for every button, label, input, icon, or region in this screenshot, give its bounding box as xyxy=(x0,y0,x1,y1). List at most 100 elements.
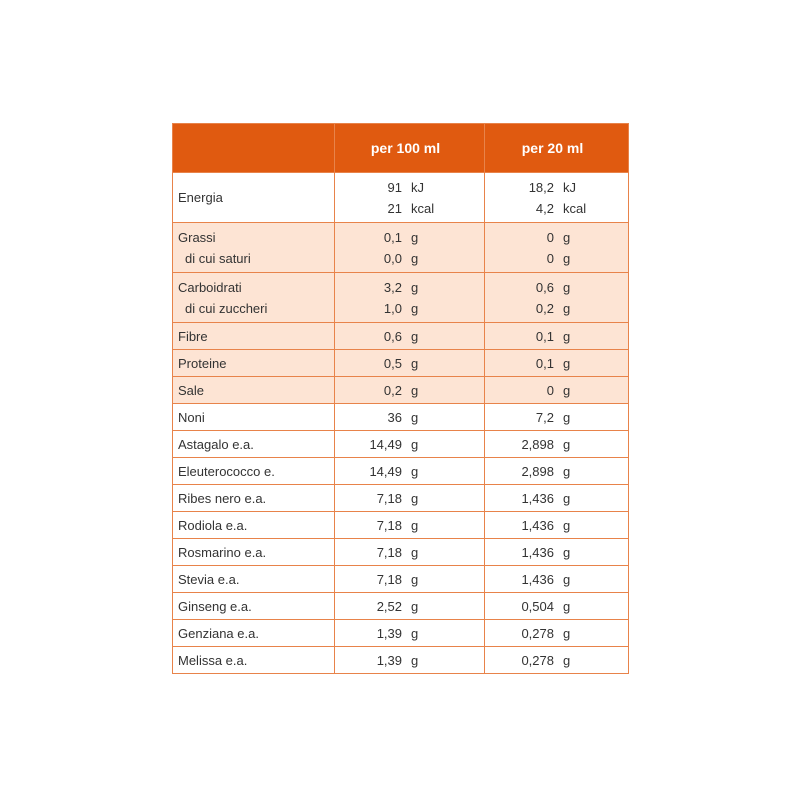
row-label: di cui zuccheri xyxy=(185,300,268,316)
row-label: Rodiola e.a. xyxy=(178,517,248,533)
value-line: 0,1 g xyxy=(485,353,628,374)
value-line: 3,2 g xyxy=(335,277,484,298)
label-cell: Melissa e.a. xyxy=(173,647,334,673)
value-line: 21 kcal xyxy=(335,198,484,219)
value-line: 1,436 g xyxy=(485,488,628,509)
value: 0,6 xyxy=(535,279,554,295)
unit: g xyxy=(563,355,571,371)
value-cell: 7,18 g xyxy=(334,539,484,565)
row-label: Astagalo e.a. xyxy=(178,436,254,452)
value-cell: 0,1 g 0,0 g xyxy=(334,223,484,272)
value: 0,0 xyxy=(383,250,402,266)
label-cell: Energia xyxy=(173,173,334,222)
value-cell: 36 g xyxy=(334,404,484,430)
table-row: Sale 0,2 g 0 g xyxy=(173,376,628,403)
value-cell: 1,39 g xyxy=(334,647,484,673)
label-cell: Grassi di cui saturi xyxy=(173,223,334,272)
unit: g xyxy=(411,382,419,398)
unit: g xyxy=(563,598,571,614)
table-row: Ribes nero e.a. 7,18 g 1,436 g xyxy=(173,484,628,511)
unit: g xyxy=(563,409,571,425)
value-cell: 1,436 g xyxy=(484,539,628,565)
label-cell: Eleuterococco e. xyxy=(173,458,334,484)
value-cell: 1,436 g xyxy=(484,485,628,511)
value-line: 0,2 g xyxy=(335,380,484,401)
value-line: 2,52 g xyxy=(335,596,484,617)
value: 0,1 xyxy=(383,229,402,245)
table-row: Fibre 0,6 g 0,1 g xyxy=(173,322,628,349)
value: 1,39 xyxy=(376,652,402,668)
unit: g xyxy=(411,625,419,641)
value: 1,436 xyxy=(521,517,554,533)
unit: g xyxy=(563,328,571,344)
row-label: Genziana e.a. xyxy=(178,625,259,641)
value: 0,1 xyxy=(535,355,554,371)
value: 14,49 xyxy=(369,436,402,452)
table-row: Eleuterococco e. 14,49 g 2,898 g xyxy=(173,457,628,484)
unit: g xyxy=(411,463,419,479)
value: 18,2 xyxy=(528,179,554,195)
row-label: Grassi xyxy=(178,229,216,245)
value: 0,2 xyxy=(383,382,402,398)
value-line: 1,39 g xyxy=(335,650,484,671)
unit: g xyxy=(411,598,419,614)
value-cell: 0,2 g xyxy=(334,377,484,403)
unit: g xyxy=(563,382,571,398)
value: 1,436 xyxy=(521,544,554,560)
unit: g xyxy=(563,490,571,506)
value-line: 4,2 kcal xyxy=(485,198,628,219)
table-row: Astagalo e.a. 14,49 g 2,898 g xyxy=(173,430,628,457)
row-label: Stevia e.a. xyxy=(178,571,240,587)
label-cell: Sale xyxy=(173,377,334,403)
value: 1,39 xyxy=(376,625,402,641)
value-line: 7,18 g xyxy=(335,542,484,563)
value-line: 1,0 g xyxy=(335,298,484,319)
unit: g xyxy=(411,355,419,371)
label-cell: Proteine xyxy=(173,350,334,376)
value: 0 xyxy=(546,250,554,266)
value: 7,18 xyxy=(376,571,402,587)
value: 3,2 xyxy=(383,279,402,295)
row-label: Eleuterococco e. xyxy=(178,463,275,479)
value-line: 1,39 g xyxy=(335,623,484,644)
value: 1,436 xyxy=(521,490,554,506)
table-row: Energia 91 kJ 21 kcal 18,2 kJ 4,2 kcal xyxy=(173,172,628,222)
unit: g xyxy=(563,436,571,452)
unit: g xyxy=(563,625,571,641)
value-cell: 0,6 g 0,2 g xyxy=(484,273,628,322)
value-line: 0,278 g xyxy=(485,650,628,671)
value: 0,5 xyxy=(383,355,402,371)
value-cell: 2,52 g xyxy=(334,593,484,619)
value-cell: 1,39 g xyxy=(334,620,484,646)
unit: g xyxy=(411,279,419,295)
unit: g xyxy=(411,436,419,452)
label-cell: Ribes nero e.a. xyxy=(173,485,334,511)
value-cell: 7,18 g xyxy=(334,512,484,538)
row-label: di cui saturi xyxy=(185,250,251,266)
unit: kJ xyxy=(411,179,424,195)
value: 0,2 xyxy=(535,300,554,316)
row-label: Rosmarino e.a. xyxy=(178,544,267,560)
table-row: Rosmarino e.a. 7,18 g 1,436 g xyxy=(173,538,628,565)
value-line: 0,0 g xyxy=(335,248,484,269)
row-label: Ginseng e.a. xyxy=(178,598,252,614)
unit: g xyxy=(563,652,571,668)
value: 2,52 xyxy=(376,598,402,614)
unit: g xyxy=(411,229,419,245)
value-line: 0,1 g xyxy=(485,326,628,347)
unit: g xyxy=(563,229,571,245)
row-label: Fibre xyxy=(178,328,208,344)
value-cell: 2,898 g xyxy=(484,458,628,484)
value-line: 1,436 g xyxy=(485,569,628,590)
unit: g xyxy=(411,544,419,560)
value-line: 7,2 g xyxy=(485,407,628,428)
value-line: 2,898 g xyxy=(485,461,628,482)
value-cell: 0,6 g xyxy=(334,323,484,349)
value: 7,18 xyxy=(376,544,402,560)
unit: g xyxy=(411,409,419,425)
table-row: Noni 36 g 7,2 g xyxy=(173,403,628,430)
value: 21 xyxy=(387,200,402,216)
row-label: Melissa e.a. xyxy=(178,652,248,668)
